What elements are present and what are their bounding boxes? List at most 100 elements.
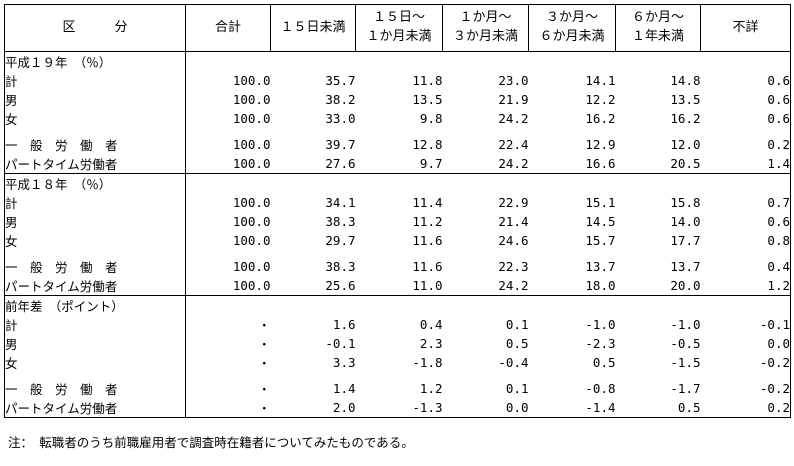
cell: 1.6	[332, 317, 356, 332]
table-row: 計 100.0 34.1 11.4 22.9 15.1 15.8 0.7	[4, 193, 791, 212]
cell: 16.2	[585, 111, 616, 126]
cell: 24.2	[498, 156, 529, 171]
cell: 0.8	[767, 233, 790, 248]
table-row: 一 般 労 働 者 ・ 1.4 1.2 0.1 -0.8 -1.7 -0.2	[4, 379, 791, 398]
cell: 16.6	[585, 156, 616, 171]
cell: -1.8	[412, 355, 443, 370]
cell: 16.2	[670, 111, 701, 126]
cell: 39.7	[325, 137, 356, 152]
cell: 100.0	[232, 214, 271, 229]
row-label: パートタイム労働者	[4, 276, 186, 296]
cell: 14.1	[585, 73, 616, 88]
cell: 100.0	[232, 73, 271, 88]
cell: 12.9	[585, 137, 616, 152]
cell: 100.0	[232, 111, 271, 126]
row-label: パートタイム労働者	[4, 154, 186, 174]
cell: 0.4	[767, 259, 790, 274]
cell: 29.7	[325, 233, 356, 248]
cell: 1.2	[419, 381, 443, 396]
cell: 1.2	[767, 278, 790, 293]
cell: ・	[257, 337, 271, 352]
table-row: 女 100.0 29.7 11.6 24.6 15.7 17.7 0.8	[4, 231, 791, 250]
table-row: 男 100.0 38.2 13.5 21.9 12.2 13.5 0.6	[4, 90, 791, 109]
cell: 15.8	[670, 195, 701, 210]
cell: 25.6	[325, 278, 356, 293]
section-title: 前年差 （ポイント）	[4, 295, 186, 315]
cell: 0.6	[767, 92, 790, 107]
cell: 12.8	[412, 137, 443, 152]
row-label: 一 般 労 働 者	[4, 379, 186, 398]
cell: 17.7	[670, 233, 701, 248]
table-row: 計 ・ 1.6 0.4 0.1 -1.0 -1.0 -0.1	[4, 315, 791, 334]
spacer-label-cell	[4, 128, 186, 135]
table-row: パートタイム労働者 100.0 27.6 9.7 24.2 16.6 20.5 …	[4, 154, 791, 174]
cell: 22.4	[498, 137, 529, 152]
cell: 100.0	[232, 137, 271, 152]
row-label: 計	[4, 315, 186, 334]
table-row: 男 ・ -0.1 2.3 0.5 -2.3 -0.5 0.0	[4, 334, 791, 353]
cell: -1.7	[670, 381, 701, 396]
cell: 100.0	[232, 156, 271, 171]
cell: 100.0	[232, 233, 271, 248]
cell: -0.1	[759, 317, 790, 332]
row-label: 計	[4, 193, 186, 212]
cell: 13.5	[670, 92, 701, 107]
table-row: 一 般 労 働 者 100.0 38.3 11.6 22.3 13.7 13.7…	[4, 257, 791, 276]
cell: 11.8	[412, 73, 443, 88]
column-header-under-15days: １５日未満	[270, 4, 356, 52]
cell: 20.5	[670, 156, 701, 171]
row-label: 男	[4, 212, 186, 231]
cell: 0.5	[505, 336, 529, 351]
cell: 35.7	[325, 73, 356, 88]
table-row: 男 100.0 38.3 11.2 21.4 14.5 14.0 0.6	[4, 212, 791, 231]
duration-distribution-table: 区 分 合計 １５日未満 １５日～ １か月未満 １か月～ ３か月未満 ３か月～ …	[4, 4, 791, 418]
table-row: 女 100.0 33.0 9.8 24.2 16.2 16.2 0.6	[4, 109, 791, 128]
cell: 14.5	[585, 214, 616, 229]
cell: 11.0	[412, 278, 443, 293]
cell: 18.0	[585, 278, 616, 293]
cell: 9.7	[419, 156, 443, 171]
section-title-row: 平成１９年 （％）	[4, 51, 791, 71]
row-label: 男	[4, 90, 186, 109]
spacer-cells	[186, 128, 791, 135]
table-row: 女 ・ 3.3 -1.8 -0.4 0.5 -1.5 -0.2	[4, 353, 791, 372]
cell: 12.0	[670, 137, 701, 152]
spacer-label-cell	[4, 250, 186, 257]
table-row: パートタイム労働者 ・ 2.0 -1.3 0.0 -1.4 0.5 0.2	[4, 398, 791, 418]
cell: 24.2	[498, 278, 529, 293]
cell: 2.3	[419, 336, 443, 351]
cell: 22.3	[498, 259, 529, 274]
cell: 13.5	[412, 92, 443, 107]
cell: 0.7	[767, 195, 790, 210]
cell: 15.7	[585, 233, 616, 248]
header-row: 区 分 合計 １５日未満 １５日～ １か月未満 １か月～ ３か月未満 ３か月～ …	[4, 4, 791, 52]
cell: ・	[257, 318, 271, 333]
cell: 100.0	[232, 259, 271, 274]
cell: ・	[257, 382, 271, 397]
row-label: 一 般 労 働 者	[4, 135, 186, 154]
blank-cells	[186, 174, 791, 194]
cell: -0.2	[759, 381, 790, 396]
column-header-total: 合計	[185, 4, 271, 52]
cell: 38.3	[325, 214, 356, 229]
cell: -1.5	[670, 355, 701, 370]
cell: 1.4	[767, 156, 790, 171]
cell: ・	[257, 356, 271, 371]
cell: 24.6	[498, 233, 529, 248]
cell: 0.1	[505, 317, 529, 332]
cell: 0.5	[677, 400, 701, 415]
cell: 27.6	[325, 156, 356, 171]
row-label: 女	[4, 109, 186, 128]
table-row: パートタイム労働者 100.0 25.6 11.0 24.2 18.0 20.0…	[4, 276, 791, 296]
spacer-cells	[186, 250, 791, 257]
cell: 20.0	[670, 278, 701, 293]
cell: -0.5	[670, 336, 701, 351]
cell: 100.0	[232, 278, 271, 293]
cell: -0.8	[585, 381, 616, 396]
cell: -1.0	[670, 317, 701, 332]
row-label: 一 般 労 働 者	[4, 257, 186, 276]
cell: 0.6	[767, 73, 790, 88]
column-header-unknown: 不詳	[700, 4, 791, 52]
spacer-label-cell	[4, 372, 186, 379]
